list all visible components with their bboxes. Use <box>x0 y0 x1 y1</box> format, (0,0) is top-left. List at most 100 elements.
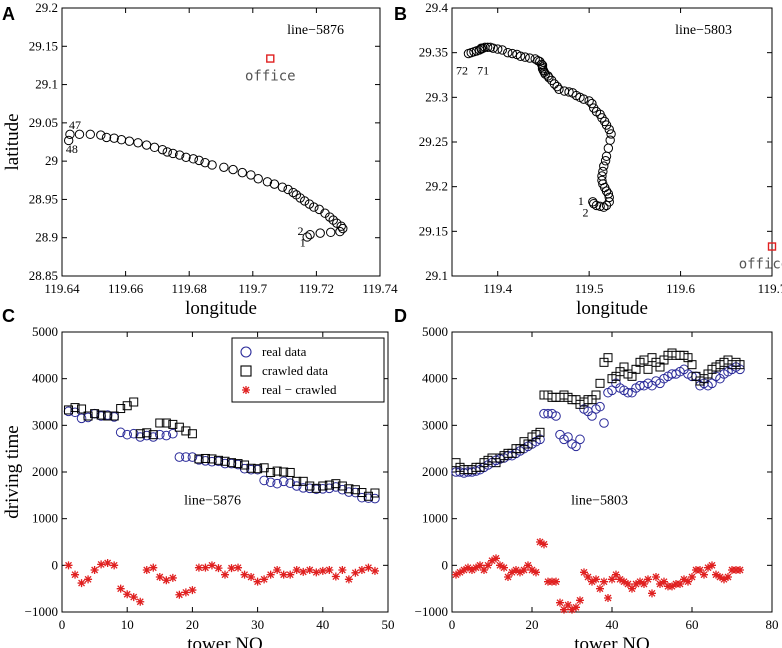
tower-point <box>74 129 85 140</box>
tower-point <box>598 166 608 177</box>
crawled-data-point <box>246 463 256 473</box>
difference-point <box>720 575 728 584</box>
difference-point <box>312 568 321 577</box>
tower-point <box>599 202 609 212</box>
difference-point <box>318 566 327 575</box>
x-axis-label: longitude <box>576 298 648 319</box>
difference-point <box>560 605 568 614</box>
difference-point <box>452 570 460 579</box>
real-data-point <box>563 432 573 442</box>
real-data-point <box>539 408 549 419</box>
crawled-data-point <box>207 454 217 464</box>
crawled-data-point <box>591 390 601 400</box>
x-tick-label: 119.72 <box>299 281 334 296</box>
y-axis-label: latitude <box>2 114 23 171</box>
difference-point <box>227 564 236 573</box>
x-tick-label: 119.4 <box>483 281 512 296</box>
y-tick-label: 28.85 <box>29 268 58 283</box>
crawled-data-point <box>318 481 328 491</box>
y-tick-label: 29.05 <box>29 115 58 130</box>
real-data-point <box>259 475 269 486</box>
difference-point <box>286 570 295 579</box>
difference-point <box>724 573 732 581</box>
crawled-data-point <box>285 467 295 477</box>
difference-point <box>279 570 288 579</box>
difference-point <box>240 570 249 579</box>
x-tick-label: 119.7 <box>758 281 782 296</box>
difference-point <box>460 566 468 574</box>
crawled-data-point <box>324 480 334 490</box>
crawled-data-point <box>305 481 315 491</box>
difference-point <box>680 575 688 584</box>
difference-point <box>700 570 708 579</box>
difference-point <box>142 566 151 574</box>
difference-point <box>292 566 301 574</box>
difference-point <box>624 580 632 588</box>
difference-point <box>648 589 656 598</box>
difference-point <box>71 570 80 579</box>
tower-point <box>314 204 324 215</box>
legend-diff-marker <box>242 386 250 394</box>
y-tick-label: 29.35 <box>419 45 448 60</box>
tower-point <box>520 52 530 62</box>
tower-point <box>584 96 594 106</box>
difference-point <box>480 566 488 574</box>
y-tick-label: 2000 <box>422 464 448 479</box>
tower-point <box>589 103 599 113</box>
x-tick-label: 20 <box>526 617 539 632</box>
difference-point <box>351 568 360 577</box>
difference-point <box>168 573 177 582</box>
real-data-point <box>707 378 717 389</box>
office-label: office <box>245 69 296 85</box>
panel-d-driving-time: 0 20 40 60 80−1000010002000300040005000tower… <box>415 324 779 648</box>
tower-point <box>228 164 238 175</box>
crawled-data-point <box>70 403 80 413</box>
y-tick-label: 29.1 <box>35 77 58 92</box>
difference-point <box>103 559 112 567</box>
office-label: office <box>739 257 782 273</box>
crawled-data-point <box>272 466 282 476</box>
difference-point <box>584 573 592 581</box>
tower-point <box>497 45 507 55</box>
tower-point <box>65 129 75 140</box>
difference-point <box>656 580 664 588</box>
difference-point <box>652 573 660 581</box>
tower-point <box>588 197 598 207</box>
difference-point <box>556 598 564 607</box>
real-data-point <box>187 452 198 462</box>
crawled-data-point <box>96 410 106 420</box>
difference-point <box>588 577 596 586</box>
difference-point <box>162 576 171 585</box>
difference-point <box>668 582 676 591</box>
difference-point <box>628 584 636 593</box>
difference-point <box>357 566 366 574</box>
tower-point <box>597 171 607 181</box>
x-tick-label: 20 <box>186 617 199 632</box>
real-data-point <box>587 411 597 421</box>
tower-point <box>174 150 185 160</box>
crawled-data-point <box>227 458 237 468</box>
x-tick-label: 119.6 <box>666 281 695 296</box>
crawled-data-point <box>259 463 269 473</box>
difference-point <box>632 580 640 588</box>
difference-point <box>201 563 210 572</box>
crawled-data-point <box>148 430 158 440</box>
difference-point <box>676 580 684 588</box>
tower-point <box>188 154 199 164</box>
difference-point <box>552 577 560 586</box>
y-tick-label: 5000 <box>422 324 448 339</box>
difference-point <box>370 566 379 575</box>
panel-b-map: 119.4 119.5 119.6 119.7 29.1 29.15 29.2 29.25 29… <box>419 0 782 319</box>
difference-point <box>644 575 652 584</box>
real-data-point <box>298 483 309 493</box>
real-data-point <box>599 418 609 428</box>
y-tick-label: 29.4 <box>425 0 448 15</box>
difference-point <box>260 575 269 584</box>
tower-point <box>552 81 562 92</box>
difference-point <box>636 577 644 586</box>
office-marker <box>767 242 777 251</box>
y-tick-label: 28.95 <box>29 191 58 206</box>
tower-point <box>133 138 143 148</box>
tower-point <box>603 143 614 153</box>
difference-point <box>500 563 508 572</box>
